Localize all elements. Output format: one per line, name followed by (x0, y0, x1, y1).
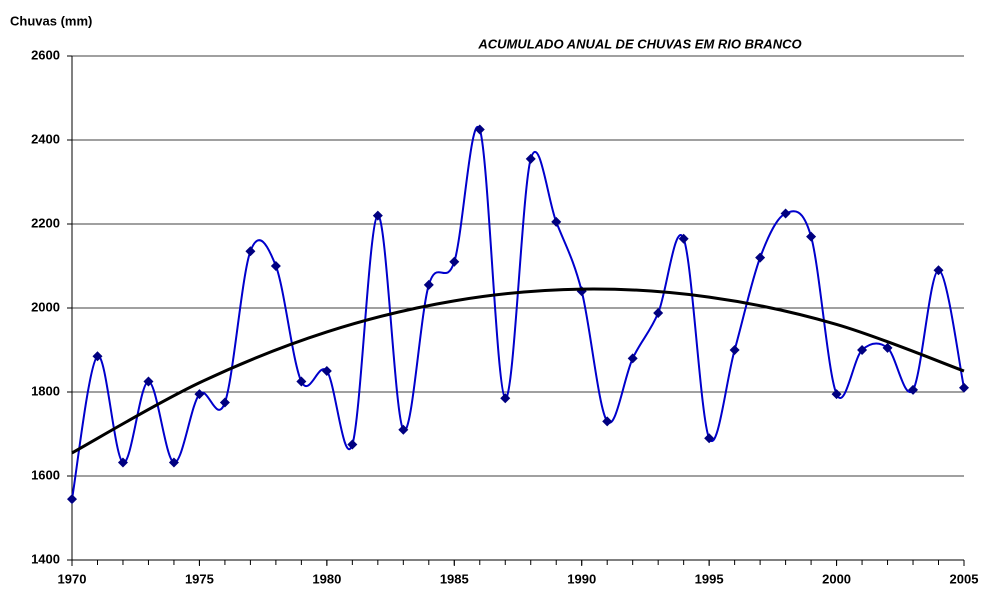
point-marker (92, 351, 103, 362)
point-marker (857, 345, 868, 355)
point-marker (882, 342, 893, 353)
x-tick-label: 1995 (695, 571, 724, 586)
point-marker (704, 433, 715, 444)
point-marker (474, 124, 485, 135)
chart-title: ACUMULADO ANUAL DE CHUVAS EM RIO BRANCO (477, 36, 801, 51)
point-marker (551, 216, 562, 227)
x-tick-label: 1985 (440, 571, 469, 586)
y-tick-label: 1800 (31, 383, 60, 398)
point-marker (117, 457, 128, 468)
point-marker (347, 439, 358, 450)
point-marker (780, 208, 791, 219)
point-marker (500, 393, 511, 404)
x-tick-label: 2000 (822, 571, 851, 586)
point-marker (245, 246, 256, 257)
point-marker (729, 345, 740, 355)
point-marker (296, 376, 307, 387)
point-marker (321, 366, 332, 376)
y-tick-label: 2000 (31, 299, 60, 314)
point-marker (219, 397, 230, 408)
x-tick-label: 2005 (950, 571, 979, 586)
point-marker (959, 382, 969, 393)
y-tick-label: 1600 (31, 467, 60, 482)
point-marker (678, 233, 689, 244)
y-tick-label: 1400 (31, 551, 60, 566)
point-marker (423, 279, 434, 290)
point-marker (270, 261, 281, 271)
point-marker (653, 308, 664, 319)
point-marker (449, 256, 460, 267)
y-tick-label: 2400 (31, 131, 60, 146)
x-tick-label: 1980 (312, 571, 341, 586)
point-marker (806, 231, 817, 242)
x-tick-label: 1970 (58, 571, 87, 586)
point-marker (627, 353, 638, 364)
point-marker (602, 416, 613, 427)
point-marker (831, 389, 842, 400)
point-marker (755, 252, 766, 263)
y-tick-label: 2600 (31, 47, 60, 62)
series-line (71, 125, 965, 500)
point-marker (194, 389, 205, 400)
x-tick-label: 1990 (567, 571, 596, 586)
point-marker (168, 457, 179, 468)
point-marker (908, 384, 919, 395)
point-marker (67, 494, 77, 505)
y-axis-label: Chuvas (mm) (10, 13, 92, 28)
point-marker (143, 376, 154, 387)
point-marker (933, 265, 944, 276)
series-line (71, 287, 965, 455)
point-marker (372, 210, 383, 221)
point-marker (398, 424, 409, 435)
x-tick-label: 1975 (185, 571, 214, 586)
y-tick-label: 2200 (31, 215, 60, 230)
point-marker (525, 153, 536, 164)
